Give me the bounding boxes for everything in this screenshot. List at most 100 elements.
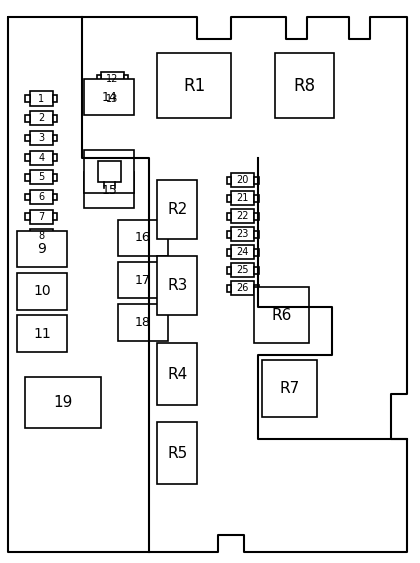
Bar <box>231 245 255 259</box>
Bar <box>158 343 197 405</box>
Bar <box>227 231 231 238</box>
Text: R4: R4 <box>167 367 188 382</box>
Text: 4: 4 <box>38 153 44 163</box>
Bar <box>53 194 57 200</box>
Text: 18: 18 <box>135 316 151 329</box>
Bar <box>227 285 231 292</box>
Bar <box>231 281 255 295</box>
Text: 17: 17 <box>135 274 151 287</box>
Bar <box>26 135 29 141</box>
Bar <box>227 267 231 274</box>
Bar <box>17 315 67 352</box>
Bar <box>118 220 168 256</box>
Text: 14: 14 <box>101 91 117 104</box>
Text: 6: 6 <box>38 192 44 202</box>
Bar <box>118 262 168 298</box>
Bar <box>254 213 258 220</box>
Text: R2: R2 <box>167 202 188 217</box>
Text: 2: 2 <box>38 113 44 123</box>
Bar <box>231 209 255 223</box>
Bar <box>97 95 101 102</box>
Bar <box>53 213 57 220</box>
Bar <box>26 194 29 200</box>
Bar <box>254 285 258 292</box>
Text: R8: R8 <box>294 77 315 95</box>
Text: 5: 5 <box>38 172 44 182</box>
Bar <box>84 150 134 193</box>
Text: 24: 24 <box>236 247 249 257</box>
Text: 26: 26 <box>236 283 249 293</box>
Bar <box>227 177 231 184</box>
Bar <box>124 95 129 102</box>
Text: R7: R7 <box>280 381 300 396</box>
Text: 9: 9 <box>37 242 47 256</box>
Bar <box>26 233 29 240</box>
Bar <box>98 161 121 182</box>
Bar <box>29 131 53 145</box>
Text: 10: 10 <box>33 284 51 298</box>
Text: 11: 11 <box>33 327 51 341</box>
Bar <box>26 154 29 161</box>
Bar <box>254 195 258 202</box>
Bar <box>84 79 134 115</box>
Bar <box>124 75 129 82</box>
Bar <box>158 180 197 239</box>
Bar <box>25 377 101 428</box>
Text: 25: 25 <box>236 265 249 275</box>
Text: R6: R6 <box>271 308 291 323</box>
Bar <box>254 231 258 238</box>
Text: 7: 7 <box>38 212 44 222</box>
Text: 16: 16 <box>135 231 151 244</box>
Bar <box>254 177 258 184</box>
Bar <box>29 190 53 204</box>
Bar <box>231 173 255 187</box>
Bar <box>158 256 197 315</box>
Text: 15: 15 <box>101 184 117 196</box>
Bar <box>29 209 53 224</box>
Bar <box>26 115 29 122</box>
Bar <box>227 249 231 256</box>
Bar <box>29 111 53 125</box>
Text: 8: 8 <box>38 231 44 242</box>
Text: 3: 3 <box>38 133 44 143</box>
Text: R1: R1 <box>183 77 205 95</box>
Bar <box>53 135 57 141</box>
Bar <box>275 53 334 118</box>
Text: 20: 20 <box>236 175 249 185</box>
Bar <box>227 213 231 220</box>
Text: R5: R5 <box>167 446 188 461</box>
Bar <box>53 115 57 122</box>
Bar <box>29 230 53 243</box>
Text: R3: R3 <box>167 278 188 293</box>
Bar <box>53 154 57 161</box>
Bar <box>29 91 53 106</box>
Bar <box>254 249 258 256</box>
Bar <box>254 267 258 274</box>
Bar <box>53 233 57 240</box>
Bar <box>26 174 29 181</box>
Bar <box>227 195 231 202</box>
Bar <box>84 172 134 208</box>
Bar <box>53 174 57 181</box>
Bar <box>231 263 255 277</box>
Bar <box>17 273 67 310</box>
Text: 21: 21 <box>236 193 249 203</box>
Text: 22: 22 <box>236 211 249 221</box>
Bar <box>101 91 124 106</box>
Bar <box>53 95 57 102</box>
Bar <box>158 422 197 484</box>
Bar <box>17 231 67 267</box>
Bar <box>101 72 124 86</box>
Bar <box>29 150 53 164</box>
Bar <box>254 287 309 343</box>
Bar <box>29 170 53 184</box>
Bar <box>118 304 168 341</box>
Bar <box>231 191 255 205</box>
Bar <box>97 75 101 82</box>
Bar <box>26 213 29 220</box>
Text: 1: 1 <box>38 93 44 104</box>
Bar <box>262 360 317 417</box>
Bar <box>158 53 231 118</box>
Text: 13: 13 <box>106 93 119 104</box>
Text: 23: 23 <box>236 229 249 239</box>
